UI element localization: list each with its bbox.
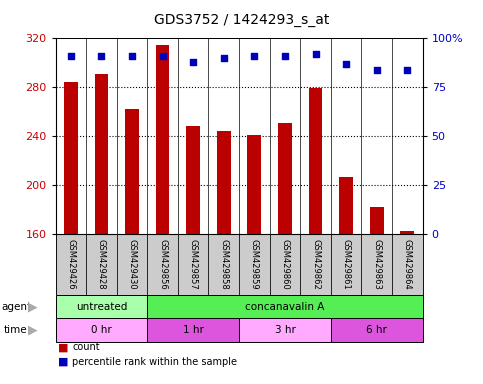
Point: [281, 53, 289, 59]
Bar: [147, 233, 178, 295]
Bar: [247, 135, 261, 233]
Point: [98, 53, 105, 59]
Point: [373, 66, 381, 73]
Point: [342, 61, 350, 67]
Text: untreated: untreated: [76, 302, 127, 312]
Bar: [186, 126, 200, 233]
Bar: [147, 318, 239, 342]
Bar: [156, 45, 170, 233]
Point: [312, 51, 319, 57]
Bar: [239, 318, 331, 342]
Text: 1 hr: 1 hr: [183, 325, 204, 335]
Text: GSM429858: GSM429858: [219, 239, 228, 290]
Bar: [331, 233, 361, 295]
Bar: [209, 233, 239, 295]
Text: 3 hr: 3 hr: [274, 325, 296, 335]
Bar: [178, 233, 209, 295]
Bar: [147, 295, 423, 318]
Bar: [309, 88, 323, 233]
Text: time: time: [3, 325, 27, 335]
Bar: [95, 74, 108, 233]
Text: GSM429856: GSM429856: [158, 239, 167, 290]
Text: GSM429862: GSM429862: [311, 239, 320, 290]
Bar: [361, 233, 392, 295]
Text: ■: ■: [58, 342, 69, 353]
Point: [189, 59, 197, 65]
Text: 6 hr: 6 hr: [366, 325, 387, 335]
Bar: [278, 122, 292, 233]
Bar: [125, 109, 139, 233]
Point: [67, 53, 75, 59]
Point: [128, 53, 136, 59]
Text: GSM429859: GSM429859: [250, 239, 259, 290]
Text: GSM429864: GSM429864: [403, 239, 412, 290]
Bar: [117, 233, 147, 295]
Point: [159, 53, 167, 59]
Text: GSM429857: GSM429857: [189, 239, 198, 290]
Text: GSM429860: GSM429860: [281, 239, 289, 290]
Bar: [400, 231, 414, 233]
Bar: [339, 177, 353, 233]
Bar: [239, 233, 270, 295]
Point: [403, 66, 411, 73]
Bar: [370, 207, 384, 233]
Text: 0 hr: 0 hr: [91, 325, 112, 335]
Bar: [86, 233, 117, 295]
Point: [220, 55, 227, 61]
Point: [251, 53, 258, 59]
Bar: [217, 131, 231, 233]
Text: ▶: ▶: [28, 324, 38, 337]
Text: concanavalin A: concanavalin A: [245, 302, 325, 312]
Text: count: count: [72, 342, 100, 353]
Bar: [270, 233, 300, 295]
Bar: [56, 233, 86, 295]
Text: GSM429863: GSM429863: [372, 239, 381, 290]
Text: GSM429426: GSM429426: [66, 239, 75, 290]
Bar: [392, 233, 423, 295]
Text: GSM429428: GSM429428: [97, 239, 106, 290]
Bar: [56, 295, 147, 318]
Text: ■: ■: [58, 357, 69, 367]
Text: GSM429430: GSM429430: [128, 239, 137, 290]
Text: agent: agent: [1, 302, 31, 312]
Bar: [56, 318, 147, 342]
Bar: [300, 233, 331, 295]
Text: ▶: ▶: [28, 300, 38, 313]
Bar: [64, 82, 78, 233]
Bar: [331, 318, 423, 342]
Text: GDS3752 / 1424293_s_at: GDS3752 / 1424293_s_at: [154, 13, 329, 27]
Text: GSM429861: GSM429861: [341, 239, 351, 290]
Text: percentile rank within the sample: percentile rank within the sample: [72, 357, 238, 367]
